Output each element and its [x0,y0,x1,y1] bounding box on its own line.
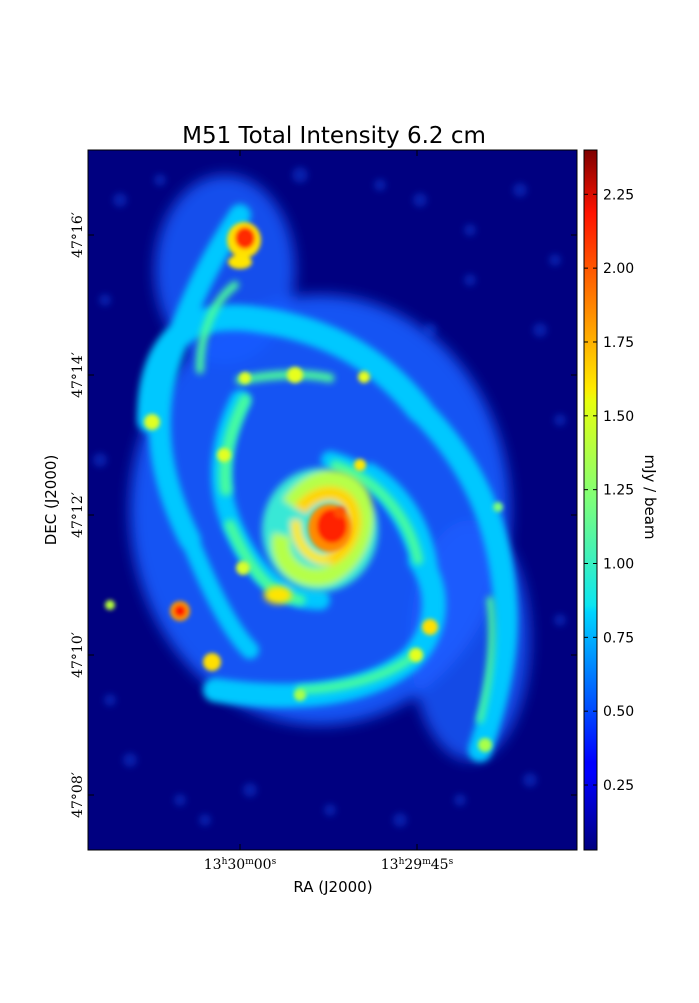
spiral-arms-bright [196,281,496,724]
x-tick-label: 13h29m45s [381,857,454,873]
background-noise [93,167,566,827]
plot-frame [87,149,578,851]
compact-sources [105,222,503,752]
colorbar-tick-label: 0.25 [603,778,634,794]
chart-title: M51 Total Intensity 6.2 cm [182,123,486,149]
colorbar-gradient [583,149,598,851]
colorbar-tick-label: 2.25 [603,187,634,203]
colorbar: 0.25 0.50 0.75 1.00 1.25 1.50 1.75 2.00 2.25 mJy… [583,149,659,851]
x-tick-marks [239,150,418,850]
y-tick-label: 47°14′ [70,352,86,398]
x-tick-labels: 13h30m00s 13h29m45s [204,857,454,873]
colorbar-ticks: 0.25 0.50 0.75 1.00 1.25 1.50 1.75 2.00 2.25 [584,187,634,794]
y-tick-marks [88,234,577,796]
colorbar-tick-label: 0.75 [603,630,634,646]
colorbar-tick-label: 1.50 [603,409,634,425]
colorbar-tick-label: 0.50 [603,704,634,720]
colorbar-tick-label: 1.00 [603,557,634,573]
intensity-map [88,150,577,850]
y-tick-label: 47°08′ [70,772,86,818]
y-axis-label: DEC (J2000) [42,455,60,546]
y-tick-labels: 47°16′ 47°14′ 47°12′ 47°10′ 47°08′ [70,212,86,818]
colorbar-label: mJy / beam [641,454,659,539]
colorbar-tick-label: 2.00 [603,261,634,277]
x-tick-label: 13h30m00s [204,857,277,873]
x-axis-label: RA (J2000) [293,878,372,896]
y-tick-label: 47°10′ [70,632,86,678]
colorbar-tick-label: 1.25 [603,483,634,499]
y-tick-label: 47°12′ [70,492,86,538]
y-tick-label: 47°16′ [70,212,86,258]
colorbar-tick-label: 1.75 [603,335,634,351]
